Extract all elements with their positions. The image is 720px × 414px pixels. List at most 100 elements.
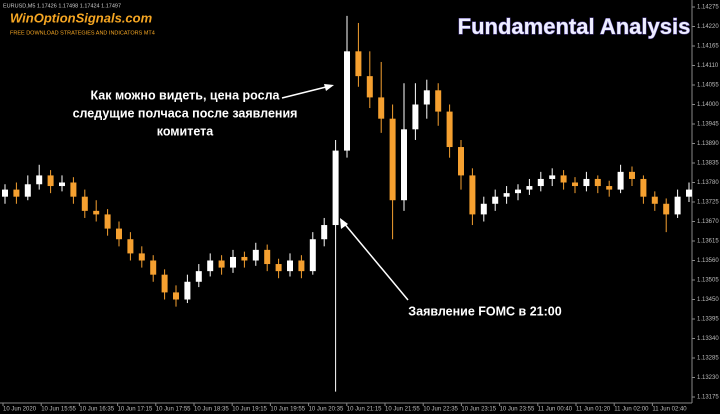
x-tick-label: 11 Jun 02:00 — [614, 407, 649, 413]
candle-body — [161, 274, 168, 293]
candle-body — [640, 178, 647, 197]
candle-body — [298, 260, 305, 272]
candle-body — [617, 171, 624, 190]
candle-body — [663, 203, 670, 215]
y-tick-label: 1.14000 — [697, 102, 719, 108]
annotation: следущие полчаса после заявления — [73, 106, 298, 120]
candle-body — [378, 97, 385, 119]
candle-body — [674, 196, 681, 215]
x-tick-label: 11 Jun 00:40 — [538, 407, 573, 413]
candle-body — [332, 150, 339, 226]
y-tick-label: 1.13945 — [697, 122, 719, 128]
candle-body — [13, 189, 20, 197]
candle-body — [515, 189, 521, 194]
y-tick-label: 1.14055 — [697, 83, 719, 89]
candle-body — [275, 264, 282, 272]
y-tick-label: 1.13505 — [697, 278, 719, 284]
candle-body — [218, 260, 225, 268]
candle-body — [70, 182, 77, 197]
symbol-info: EURUSD,M5 1.17426 1.17498 1.17424 1.1749… — [3, 3, 121, 9]
x-tick-label: 10 Jun 17:15 — [118, 407, 153, 413]
candle-body — [309, 239, 316, 272]
candle-body — [446, 111, 453, 148]
x-tick-label: 10 Jun 18:35 — [194, 407, 229, 413]
candle-body — [104, 214, 111, 229]
candle-body — [435, 90, 442, 112]
annotation: Как можно видеть, цена росла — [91, 88, 281, 102]
plot — [2, 15, 692, 392]
y-tick-label: 1.13725 — [697, 200, 719, 206]
candle-body — [469, 175, 476, 215]
candle-body — [503, 193, 510, 197]
y-tick-label: 1.13340 — [697, 336, 719, 342]
candle-body — [423, 90, 430, 105]
y-tick-label: 1.13175 — [697, 395, 719, 401]
candle-body — [241, 256, 248, 261]
candle-body — [81, 196, 88, 211]
y-tick-label: 1.13835 — [697, 161, 719, 167]
candle-body — [264, 249, 271, 265]
x-tick-label: 10 Jun 15:55 — [41, 407, 76, 413]
candle-body — [355, 51, 362, 77]
arrow — [281, 85, 331, 99]
x-tick-label: 10 Jun 20:35 — [309, 407, 344, 413]
y-tick-label: 1.13670 — [697, 219, 719, 225]
x-tick-label: 11 Jun 01:20 — [576, 407, 611, 413]
candle-body — [93, 210, 100, 215]
candle-body — [47, 175, 54, 187]
candle-body — [686, 189, 692, 197]
candle-body — [36, 175, 43, 185]
y-tick-label: 1.13285 — [697, 356, 719, 362]
candle-body — [344, 51, 350, 151]
y-tick-label: 1.13890 — [697, 141, 719, 147]
y-tick-label: 1.13780 — [697, 180, 719, 186]
candle-body — [150, 260, 157, 275]
x-tick-label: 10 Jun 23:55 — [500, 407, 535, 413]
candle-body — [651, 196, 658, 204]
candle-body — [629, 171, 635, 179]
candle-body — [401, 129, 407, 201]
candle-body — [2, 189, 8, 197]
candle-body — [526, 186, 533, 190]
candle-body — [184, 281, 191, 300]
y-tick-label: 1.13615 — [697, 239, 719, 245]
candle-body — [560, 175, 567, 183]
x-tick-label: 10 Jun 23:15 — [461, 407, 496, 413]
y-tick-label: 1.13230 — [697, 375, 719, 381]
y-tick-label: 1.13395 — [697, 317, 719, 323]
annotation: комитета — [157, 124, 215, 138]
candle-body — [230, 256, 236, 268]
chart-title: Fundamental Analysis — [458, 14, 691, 39]
candle-body — [127, 239, 134, 254]
candle-body — [116, 228, 122, 240]
x-tick-label: 10 Jun 17:55 — [156, 407, 191, 413]
candle-body — [412, 104, 419, 130]
logo: WinOptionSignals.com — [10, 10, 153, 25]
candle-body — [594, 178, 601, 187]
candle-body — [480, 203, 487, 215]
candle-body — [287, 260, 293, 272]
candle-body — [458, 147, 464, 176]
candle-body — [321, 225, 328, 240]
candle-body — [24, 184, 31, 197]
x-tick-label: 10 Jun 16:35 — [79, 407, 114, 413]
arrowhead — [340, 218, 348, 229]
candle-body — [207, 260, 214, 272]
candle-body — [173, 292, 179, 300]
candle-body — [389, 118, 396, 201]
x-tick-label: 10 Jun 19:15 — [232, 407, 267, 413]
candle-body — [549, 175, 556, 179]
x-tick-label: 10 Jun 21:15 — [347, 407, 382, 413]
candle-body — [537, 178, 544, 187]
candle-body — [195, 271, 202, 282]
y-tick-label: 1.13560 — [697, 258, 719, 264]
arrowhead — [324, 84, 334, 91]
y-tick-label: 1.13450 — [697, 297, 719, 303]
candle-body — [583, 178, 590, 187]
x-tick-label: 10 Jun 21:55 — [385, 407, 420, 413]
x-tick-label: 10 Jun 19:55 — [270, 407, 305, 413]
candle-body — [252, 249, 259, 261]
annotations: Как можно видеть, цена росла следущие пол… — [73, 84, 562, 318]
x-tick-label: 10 Jun 2020 — [3, 407, 37, 413]
